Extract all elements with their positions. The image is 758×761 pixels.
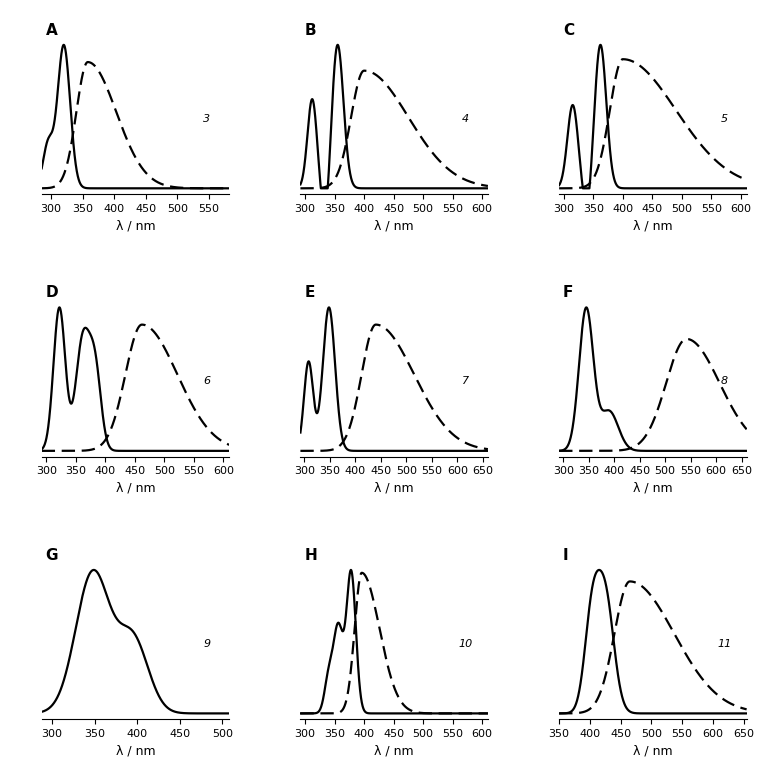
Text: 3: 3	[203, 113, 210, 123]
Text: C: C	[563, 23, 574, 37]
X-axis label: λ / nm: λ / nm	[116, 482, 155, 495]
Text: F: F	[563, 285, 573, 300]
Text: D: D	[45, 285, 58, 300]
X-axis label: λ / nm: λ / nm	[116, 744, 155, 757]
Text: 7: 7	[462, 376, 469, 386]
X-axis label: λ / nm: λ / nm	[374, 744, 414, 757]
X-axis label: λ / nm: λ / nm	[633, 482, 672, 495]
Text: E: E	[304, 285, 315, 300]
Text: 4: 4	[462, 113, 469, 123]
Text: A: A	[45, 23, 57, 37]
X-axis label: λ / nm: λ / nm	[633, 744, 672, 757]
Text: 5: 5	[721, 113, 728, 123]
Text: G: G	[45, 548, 58, 562]
X-axis label: λ / nm: λ / nm	[374, 219, 414, 232]
Text: I: I	[563, 548, 568, 562]
Text: 6: 6	[203, 376, 210, 386]
Text: H: H	[304, 548, 317, 562]
Text: 11: 11	[717, 638, 731, 648]
Text: 9: 9	[203, 638, 210, 648]
Text: 8: 8	[721, 376, 728, 386]
Text: B: B	[304, 23, 316, 37]
X-axis label: λ / nm: λ / nm	[116, 219, 155, 232]
X-axis label: λ / nm: λ / nm	[374, 482, 414, 495]
X-axis label: λ / nm: λ / nm	[633, 219, 672, 232]
Text: 10: 10	[459, 638, 472, 648]
